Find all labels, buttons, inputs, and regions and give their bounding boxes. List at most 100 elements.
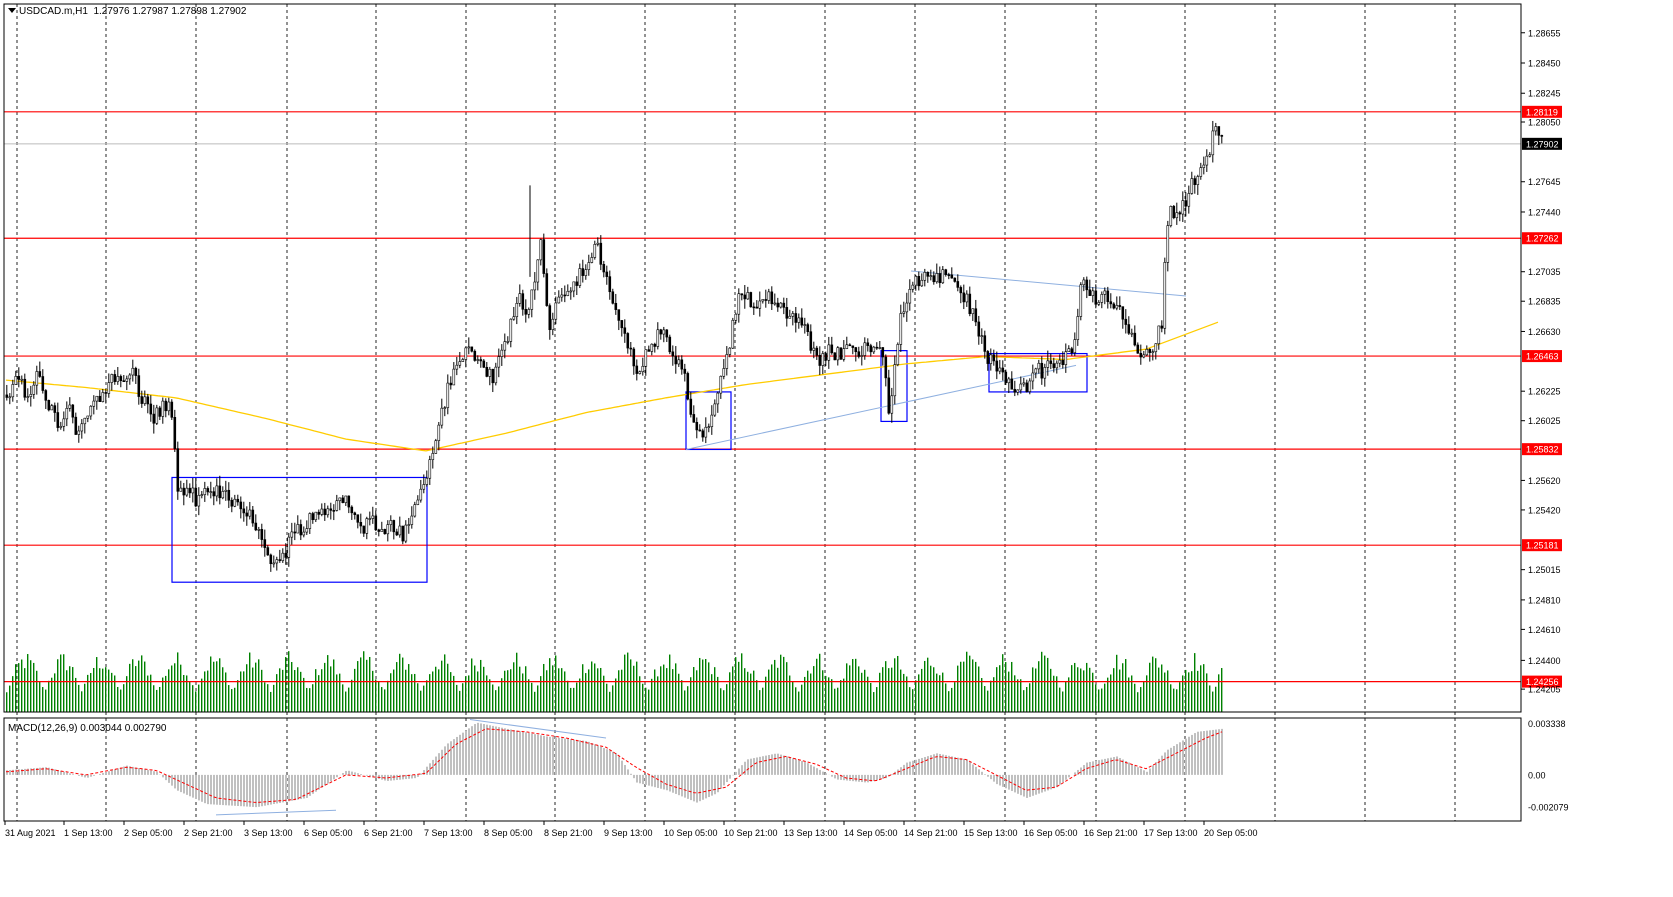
volume-bar <box>24 668 26 712</box>
candle-body <box>179 487 183 492</box>
volume-bar <box>1131 675 1133 712</box>
volume-bar <box>396 662 398 712</box>
macd-histogram-bar <box>1089 761 1091 775</box>
volume-bar <box>969 655 971 712</box>
candle-body <box>701 430 705 438</box>
macd-histogram-bar <box>648 774 650 786</box>
macd-histogram-bar <box>147 769 149 775</box>
macd-histogram-bar <box>723 774 725 786</box>
volume-bar <box>732 666 734 712</box>
volume-bar <box>765 676 767 712</box>
volume-bar <box>330 666 332 712</box>
volume-bar <box>462 683 464 712</box>
candle-body <box>563 294 567 297</box>
macd-histogram-bar <box>432 759 434 775</box>
macd-histogram-bar <box>603 748 605 775</box>
macd-histogram-bar <box>318 774 320 790</box>
candle-body <box>1058 359 1062 364</box>
macd-histogram-bar <box>1098 760 1100 775</box>
volume-bar <box>624 654 626 712</box>
volume-bar <box>954 682 956 712</box>
macd-histogram-bar <box>876 774 878 781</box>
candle-body <box>584 269 588 276</box>
macd-histogram-bar <box>1128 762 1130 775</box>
volume-bar <box>1101 688 1103 712</box>
volume-bar <box>216 661 218 712</box>
volume-bar <box>636 661 638 712</box>
candle-body <box>161 400 165 417</box>
volume-bar <box>453 675 455 712</box>
candle-body <box>533 281 537 291</box>
candle-body <box>1073 339 1077 354</box>
candle-body <box>596 242 600 245</box>
macd-histogram-bar <box>1038 774 1040 794</box>
volume-bar <box>561 668 563 712</box>
macd-histogram-bar <box>12 769 14 775</box>
volume-bar <box>1071 665 1073 712</box>
candle-body <box>470 346 474 352</box>
candle-body <box>1052 363 1056 369</box>
macd-histogram-bar <box>810 764 812 775</box>
candle-body <box>1181 200 1185 215</box>
candle-body <box>905 302 909 313</box>
candle-body <box>995 360 999 372</box>
macd-histogram-bar <box>231 774 233 806</box>
time-tick-label: 10 Sep 05:00 <box>664 828 718 838</box>
candle-body <box>614 302 618 310</box>
candle-body <box>1205 155 1209 166</box>
macd-histogram-bar <box>9 770 11 775</box>
candle-body <box>899 313 903 345</box>
macd-histogram-bar <box>1137 767 1139 775</box>
macd-histogram-bar <box>1026 774 1028 798</box>
candle-body <box>743 294 747 300</box>
volume-bar <box>822 670 824 712</box>
candle-body <box>263 539 267 548</box>
candle-body <box>1100 294 1104 303</box>
volume-bar <box>804 676 806 712</box>
volume-bar <box>1200 665 1202 712</box>
macd-histogram-bar <box>1164 752 1166 775</box>
volume-bar <box>1113 668 1115 712</box>
macd-histogram-bar <box>150 770 152 775</box>
macd-histogram-bar <box>918 758 920 775</box>
volume-bar <box>660 666 662 712</box>
macd-histogram-bar <box>1179 742 1181 775</box>
candle-body <box>131 367 135 376</box>
volume-bar <box>306 687 308 712</box>
candle-body <box>122 380 126 383</box>
candle-body <box>1130 332 1134 335</box>
macd-histogram-bar <box>192 774 194 798</box>
macd-histogram-bar <box>87 774 89 778</box>
volume-bar <box>195 691 197 712</box>
macd-histogram-bar <box>639 774 641 784</box>
candle-body <box>368 518 372 520</box>
candle-body <box>641 365 645 372</box>
volume-bar <box>402 657 404 712</box>
macd-histogram-bar <box>1221 728 1223 775</box>
macd-histogram-bar <box>177 774 179 791</box>
macd-histogram-bar <box>852 774 854 782</box>
volume-bar <box>573 687 575 712</box>
chevron-down-icon[interactable] <box>8 8 16 13</box>
candle-body <box>812 347 816 351</box>
volume-bar <box>813 666 815 712</box>
candle-body <box>407 524 411 526</box>
volume-bar <box>564 671 566 712</box>
candle-body <box>860 355 864 357</box>
candle-body <box>722 368 726 377</box>
candle-body <box>425 477 429 485</box>
macd-histogram-bar <box>594 744 596 775</box>
macd-histogram-bar <box>369 774 371 777</box>
volume-bar <box>993 677 995 712</box>
volume-bar <box>537 685 539 712</box>
candle-body <box>914 276 918 286</box>
macd-histogram-bar <box>627 769 629 775</box>
macd-histogram-bar <box>915 759 917 775</box>
volume-bar <box>27 654 29 712</box>
candle-body <box>473 350 477 361</box>
macd-histogram-bar <box>870 774 872 782</box>
volume-bar <box>471 658 473 712</box>
price-tick-label: 1.26225 <box>1528 387 1561 397</box>
candle-body <box>677 359 681 365</box>
